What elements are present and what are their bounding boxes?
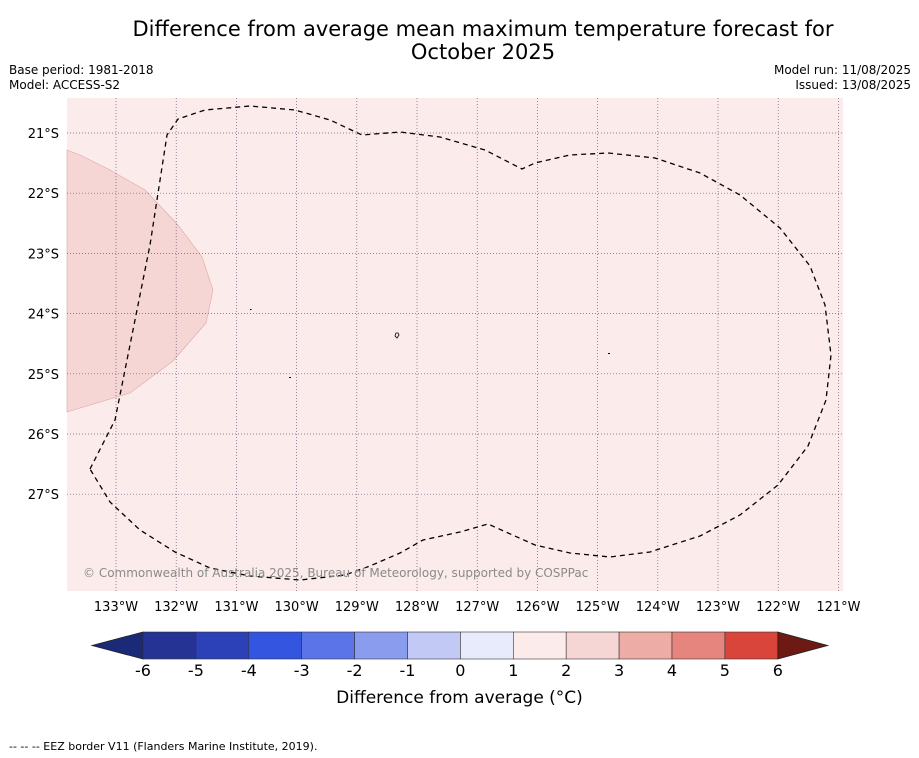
colorbar-segment bbox=[195, 631, 250, 660]
title-line-1: Difference from average mean maximum tem… bbox=[132, 17, 834, 41]
latitude-label: 26°S bbox=[28, 428, 59, 443]
longitude-label: 122°W bbox=[756, 600, 800, 615]
longitude-label: 123°W bbox=[696, 600, 740, 615]
longitude-label: 133°W bbox=[94, 600, 138, 615]
base-period-info: Base period: 1981-2018 Model: ACCESS-S2 bbox=[9, 63, 154, 93]
eez-footnote: -- -- -- EEZ border V11 (Flanders Marine… bbox=[9, 740, 318, 753]
colorbar-segment bbox=[512, 631, 567, 660]
colorbar-tick-label: -4 bbox=[241, 661, 257, 680]
colorbar-tick-label: 0 bbox=[455, 661, 465, 680]
longitude-label: 129°W bbox=[335, 600, 379, 615]
colorbar-tick-label: -3 bbox=[294, 661, 310, 680]
copyright-text: © Commonwealth of Australia 2025, Bureau… bbox=[83, 566, 589, 580]
colorbar-segment bbox=[142, 631, 197, 660]
base-period-text: Base period: 1981-2018 bbox=[9, 63, 154, 77]
island-mark bbox=[250, 309, 252, 310]
colorbar-segment bbox=[407, 631, 461, 660]
colorbar-over-arrow bbox=[777, 631, 830, 660]
longitude-label: 125°W bbox=[576, 600, 620, 615]
latitude-label: 23°S bbox=[28, 247, 59, 262]
latitude-label: 22°S bbox=[28, 187, 59, 202]
colorbar-tick-label: -5 bbox=[188, 661, 204, 680]
longitude-label: 130°W bbox=[275, 600, 319, 615]
anomaly-patch-region bbox=[66, 149, 214, 413]
longitude-label: 128°W bbox=[395, 600, 439, 615]
longitude-label: 121°W bbox=[816, 600, 860, 615]
colorbar-tick-label: -6 bbox=[135, 661, 151, 680]
colorbar bbox=[90, 631, 830, 660]
colorbar-segment bbox=[248, 631, 303, 660]
colorbar-ticks: -6 -5 -4 -3 -2 -1 0 1 2 3 4 5 6 bbox=[135, 661, 783, 680]
colorbar-tick-label: 3 bbox=[614, 661, 624, 680]
latitude-label: 21°S bbox=[28, 127, 59, 142]
longitude-label: 131°W bbox=[214, 600, 258, 615]
longitude-label: 126°W bbox=[515, 600, 559, 615]
island-mark bbox=[394, 332, 400, 339]
colorbar-under-arrow bbox=[90, 631, 144, 660]
colorbar-tick-label: 5 bbox=[720, 661, 730, 680]
longitude-label: 124°W bbox=[636, 600, 680, 615]
colorbar-tick-label: 2 bbox=[561, 661, 571, 680]
colorbar-segment bbox=[671, 631, 726, 660]
model-run-info: Model run: 11/08/2025 Issued: 13/08/2025 bbox=[774, 63, 911, 93]
colorbar-segment bbox=[460, 631, 514, 660]
latitude-label: 27°S bbox=[28, 488, 59, 503]
gridlines bbox=[67, 98, 843, 591]
colorbar-tick-label: -2 bbox=[347, 661, 363, 680]
island-marks bbox=[250, 309, 610, 378]
colorbar-segment bbox=[724, 631, 779, 660]
colorbar-segment bbox=[618, 631, 673, 660]
colorbar-segment bbox=[301, 631, 355, 660]
colorbar-tick-label: 6 bbox=[773, 661, 783, 680]
model-run-text: Model run: 11/08/2025 bbox=[773, 63, 911, 77]
latitude-label: 25°S bbox=[28, 368, 59, 383]
eez-border bbox=[89, 105, 832, 581]
colorbar-tick-label: 1 bbox=[508, 661, 518, 680]
colorbar-segment bbox=[565, 631, 620, 660]
colorbar-tick-label: -1 bbox=[400, 661, 416, 680]
colorbar-tick-label: 4 bbox=[667, 661, 677, 680]
longitude-label: 132°W bbox=[154, 600, 198, 615]
title-line-2: October 2025 bbox=[410, 40, 556, 64]
model-text: Model: ACCESS-S2 bbox=[9, 78, 121, 92]
longitude-labels: 133°W 132°W 131°W 130°W 129°W 128°W 127°W 126°W… bbox=[94, 600, 861, 615]
colorbar-label: Difference from average (°C) bbox=[336, 688, 583, 708]
colorbar-segment bbox=[354, 631, 408, 660]
map-title: Difference from average mean maximum tem… bbox=[0, 18, 919, 64]
latitude-label: 24°S bbox=[28, 308, 59, 323]
island-mark bbox=[289, 377, 291, 378]
island-mark bbox=[608, 353, 610, 354]
longitude-label: 127°W bbox=[455, 600, 499, 615]
issued-text: Issued: 13/08/2025 bbox=[795, 78, 911, 92]
latitude-labels: 21°S 22°S 23°S 24°S 25°S 26°S 27°S bbox=[28, 127, 59, 503]
